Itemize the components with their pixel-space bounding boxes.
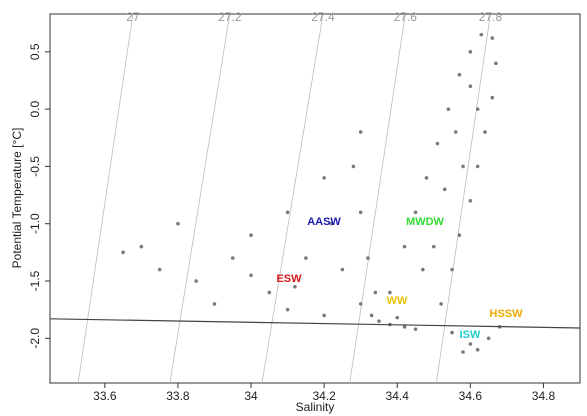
point bbox=[475, 347, 480, 352]
x-tick-label: 33.6 bbox=[93, 389, 117, 403]
water-mass-label: AASW bbox=[307, 216, 341, 228]
x-axis-label: Salinity bbox=[296, 400, 335, 414]
point bbox=[351, 164, 356, 169]
isopycnal bbox=[349, 13, 406, 384]
point bbox=[468, 198, 473, 203]
point bbox=[139, 244, 144, 249]
point bbox=[413, 210, 418, 215]
isopycnal-label: 27.2 bbox=[218, 10, 242, 24]
x-tick-label: 34.4 bbox=[386, 389, 410, 403]
point bbox=[377, 319, 381, 323]
x-tick-label: 34.8 bbox=[532, 389, 556, 403]
point bbox=[475, 107, 480, 111]
water-mass-label: ESW bbox=[276, 273, 302, 285]
point bbox=[285, 210, 290, 215]
point bbox=[369, 313, 374, 318]
y-tick-label: -2.0 bbox=[28, 328, 42, 349]
point bbox=[157, 267, 162, 272]
point bbox=[267, 290, 272, 295]
x-tick-label: 34.6 bbox=[459, 389, 483, 403]
point bbox=[490, 95, 495, 100]
y-tick-label: -1.0 bbox=[28, 213, 42, 234]
point bbox=[358, 210, 363, 215]
point bbox=[421, 267, 425, 272]
y-axis-label: Potential Temperature [°C] bbox=[10, 128, 24, 269]
point bbox=[431, 244, 436, 249]
plot-frame bbox=[49, 13, 581, 384]
point bbox=[439, 302, 443, 306]
isopycnal-label: 27.6 bbox=[394, 10, 418, 24]
y-tick-label: 0.0 bbox=[28, 100, 42, 117]
point bbox=[442, 187, 447, 192]
point bbox=[212, 302, 217, 306]
point bbox=[329, 221, 334, 226]
isopycnal-label: 27 bbox=[126, 10, 140, 24]
point bbox=[486, 336, 491, 341]
y-tick-label: -0.5 bbox=[28, 156, 42, 177]
point bbox=[413, 327, 418, 331]
water-mass-label: WW bbox=[387, 295, 408, 307]
point bbox=[424, 176, 429, 180]
x-tick-label: 33.8 bbox=[166, 389, 190, 403]
isopycnal bbox=[435, 13, 491, 384]
y-tick-label: -1.5 bbox=[28, 270, 42, 291]
water-mass-label: HSSW bbox=[490, 308, 524, 320]
point bbox=[468, 342, 473, 346]
point bbox=[322, 313, 326, 318]
point bbox=[395, 315, 400, 320]
isopycnal-label: 27.4 bbox=[311, 10, 335, 24]
point bbox=[483, 130, 487, 134]
point bbox=[340, 267, 345, 272]
point bbox=[366, 256, 370, 260]
point bbox=[461, 164, 465, 169]
point bbox=[358, 130, 363, 134]
point bbox=[388, 290, 392, 295]
point bbox=[285, 307, 290, 312]
isopycnal-label: 27.8 bbox=[479, 10, 503, 24]
point bbox=[479, 32, 484, 37]
point bbox=[249, 233, 253, 237]
point bbox=[402, 244, 407, 249]
x-tick-label: 34.2 bbox=[312, 389, 336, 403]
point bbox=[402, 325, 407, 329]
point bbox=[176, 221, 180, 226]
point bbox=[446, 107, 451, 111]
point bbox=[461, 350, 465, 354]
point bbox=[457, 233, 462, 237]
point bbox=[453, 130, 458, 134]
point bbox=[457, 72, 462, 77]
point bbox=[293, 284, 297, 289]
point bbox=[304, 256, 308, 260]
point bbox=[435, 141, 440, 146]
point bbox=[230, 256, 235, 260]
x-tick-label: 34 bbox=[244, 389, 258, 403]
water-mass-label: ISW bbox=[460, 329, 481, 341]
y-tick-label: 0.5 bbox=[28, 43, 42, 60]
point bbox=[490, 36, 495, 40]
freezing-line bbox=[49, 318, 581, 329]
isopycnal bbox=[261, 13, 324, 384]
point bbox=[450, 267, 454, 272]
point bbox=[121, 250, 125, 255]
point bbox=[358, 302, 363, 306]
point bbox=[468, 50, 473, 54]
point bbox=[322, 176, 326, 180]
point bbox=[194, 279, 199, 283]
point bbox=[249, 273, 253, 278]
point bbox=[450, 330, 454, 335]
point bbox=[475, 164, 480, 169]
point bbox=[468, 84, 473, 88]
point bbox=[494, 61, 498, 66]
point bbox=[373, 290, 378, 295]
isopycnal bbox=[77, 13, 134, 384]
water-mass-label: MWDW bbox=[406, 216, 444, 228]
isopycnal bbox=[169, 13, 231, 384]
